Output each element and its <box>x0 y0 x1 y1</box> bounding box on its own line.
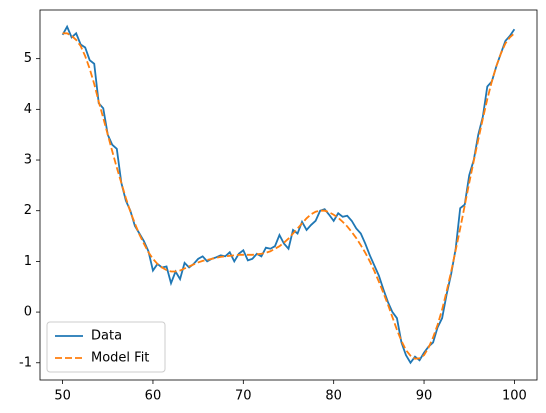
x-tick-label: 70 <box>235 389 252 404</box>
x-tick-label: 100 <box>502 389 527 404</box>
legend-box <box>46 321 166 373</box>
x-tick-label: 60 <box>145 389 162 404</box>
y-tick-label: -1 <box>19 355 32 370</box>
x-tick-label: 90 <box>416 389 433 404</box>
legend: Data Model Fit <box>46 321 166 373</box>
x-tick-label: 50 <box>54 389 71 404</box>
y-tick-label: 5 <box>24 51 32 66</box>
axes-frame <box>39 9 538 381</box>
y-tick-label: 1 <box>24 254 32 269</box>
data-line <box>62 32 516 360</box>
y-tick-label: 3 <box>24 153 32 168</box>
legend-label: Model Fit <box>91 351 149 366</box>
y-tick-label: 4 <box>24 102 32 117</box>
data-line <box>61 24 516 365</box>
legend-label: Data <box>91 329 122 344</box>
y-tick-label: 2 <box>24 203 32 218</box>
x-tick-label: 80 <box>325 389 342 404</box>
y-tick-label: 0 <box>24 305 32 320</box>
